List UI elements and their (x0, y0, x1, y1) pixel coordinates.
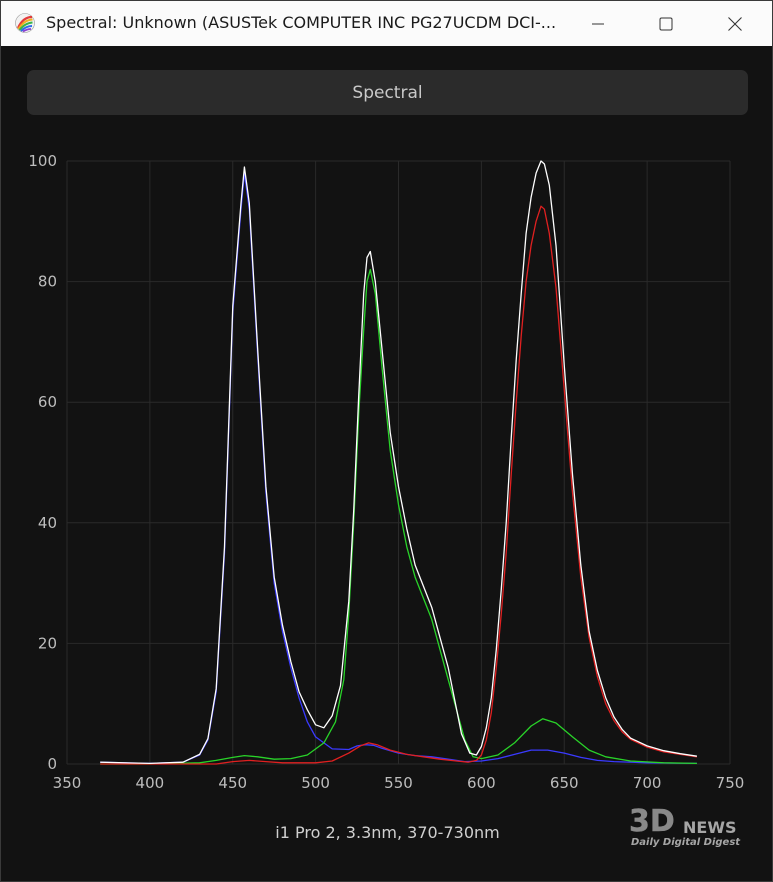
y-tick-label: 40 (38, 514, 57, 532)
instrument-caption: i1 Pro 2, 3.3nm, 370-730nm (275, 823, 500, 842)
y-tick-label: 20 (38, 634, 57, 652)
x-tick-label: 350 (53, 774, 82, 792)
minimize-icon (592, 23, 604, 24)
y-tick-label: 0 (47, 755, 57, 773)
series-line-1 (100, 268, 697, 765)
svg-text:3D: 3D (629, 804, 675, 839)
3dnews-logo: 3D NEWS Daily Digital Digest (629, 804, 742, 848)
y-tick-label: 80 (38, 273, 57, 291)
minimize-button[interactable] (567, 1, 629, 46)
spectral-chart: 350 400 450 500 550 600 650 700 750 0 20 40 60 80 100 (28, 152, 745, 792)
y-tick-label: 100 (28, 152, 57, 170)
svg-text:Daily Digital Digest: Daily Digital Digest (631, 837, 741, 848)
colorful-app-icon (15, 13, 35, 33)
maximize-icon (659, 17, 673, 30)
svg-text:NEWS: NEWS (683, 818, 737, 837)
x-tick-label: 550 (384, 774, 413, 792)
tab-spectral[interactable]: Spectral (27, 70, 748, 115)
x-tick-label: 650 (550, 774, 579, 792)
title-bar[interactable]: Spectral: Unknown (ASUSTek COMPUTER INC … (1, 1, 772, 46)
x-tick-label: 500 (301, 774, 330, 792)
maximize-button[interactable] (635, 1, 697, 46)
y-tick-label: 60 (38, 393, 57, 411)
x-tick-label: 450 (218, 774, 247, 792)
series-line-3 (100, 160, 697, 765)
close-button[interactable] (704, 1, 766, 46)
window-title: Spectral: Unknown (ASUSTek COMPUTER INC … (46, 13, 557, 32)
close-icon (728, 16, 742, 31)
tab-spectral-label: Spectral (352, 82, 423, 103)
x-tick-label: 700 (633, 774, 662, 792)
x-tick-label: 400 (136, 774, 165, 792)
x-tick-label: 750 (716, 774, 745, 792)
series-line-2 (100, 205, 697, 765)
x-tick-label: 600 (467, 774, 496, 792)
